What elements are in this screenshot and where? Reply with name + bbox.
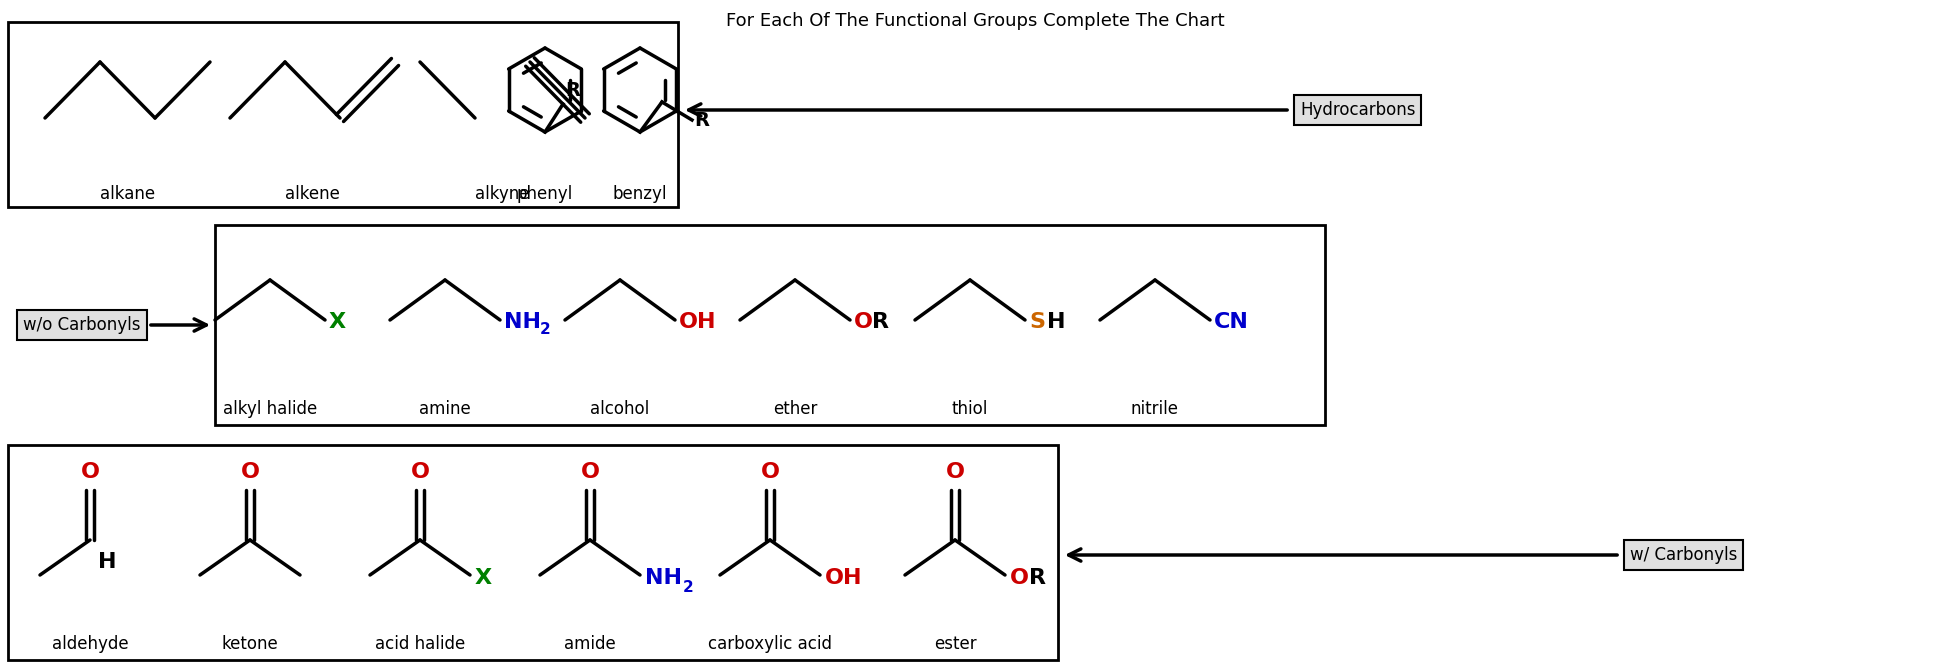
Bar bbox=[8, 22, 679, 207]
Text: alkyl halide: alkyl halide bbox=[222, 400, 318, 418]
Text: R: R bbox=[566, 81, 579, 100]
Text: 2: 2 bbox=[540, 323, 550, 338]
Text: NH: NH bbox=[503, 312, 540, 332]
Bar bbox=[8, 445, 1059, 660]
Text: Hydrocarbons: Hydrocarbons bbox=[1301, 101, 1416, 119]
Text: R: R bbox=[872, 312, 889, 332]
Text: 2: 2 bbox=[682, 580, 694, 595]
Text: For Each Of The Functional Groups Complete The Chart: For Each Of The Functional Groups Comple… bbox=[725, 12, 1225, 30]
Text: acid halide: acid halide bbox=[374, 635, 466, 653]
Text: w/ Carbonyls: w/ Carbonyls bbox=[1630, 546, 1737, 564]
Text: benzyl: benzyl bbox=[612, 185, 667, 203]
Text: O: O bbox=[854, 312, 874, 332]
Text: alkane: alkane bbox=[99, 185, 156, 203]
Text: O: O bbox=[581, 462, 599, 482]
Text: nitrile: nitrile bbox=[1131, 400, 1180, 418]
Text: X: X bbox=[330, 312, 347, 332]
Text: OH: OH bbox=[825, 568, 862, 588]
Text: NH: NH bbox=[645, 568, 682, 588]
Text: alkyne: alkyne bbox=[476, 185, 530, 203]
Text: CN: CN bbox=[1215, 312, 1248, 332]
Text: S: S bbox=[1030, 312, 1045, 332]
Text: thiol: thiol bbox=[952, 400, 989, 418]
Text: O: O bbox=[411, 462, 429, 482]
Text: ketone: ketone bbox=[222, 635, 279, 653]
Text: O: O bbox=[760, 462, 780, 482]
Text: O: O bbox=[1010, 568, 1030, 588]
Text: O: O bbox=[80, 462, 99, 482]
Text: alkene: alkene bbox=[285, 185, 339, 203]
Text: aldehyde: aldehyde bbox=[53, 635, 129, 653]
Text: H: H bbox=[1047, 312, 1065, 332]
Text: R: R bbox=[694, 111, 710, 130]
Text: H: H bbox=[98, 552, 117, 572]
Text: w/o Carbonyls: w/o Carbonyls bbox=[23, 316, 140, 334]
Text: OH: OH bbox=[679, 312, 716, 332]
Text: O: O bbox=[946, 462, 965, 482]
Text: ether: ether bbox=[772, 400, 817, 418]
Bar bbox=[214, 225, 1324, 425]
Text: ester: ester bbox=[934, 635, 977, 653]
Text: carboxylic acid: carboxylic acid bbox=[708, 635, 833, 653]
Text: phenyl: phenyl bbox=[517, 185, 573, 203]
Text: amine: amine bbox=[419, 400, 470, 418]
Text: R: R bbox=[1030, 568, 1045, 588]
Text: O: O bbox=[240, 462, 259, 482]
Text: amide: amide bbox=[564, 635, 616, 653]
Text: X: X bbox=[476, 568, 491, 588]
Text: alcohol: alcohol bbox=[591, 400, 649, 418]
